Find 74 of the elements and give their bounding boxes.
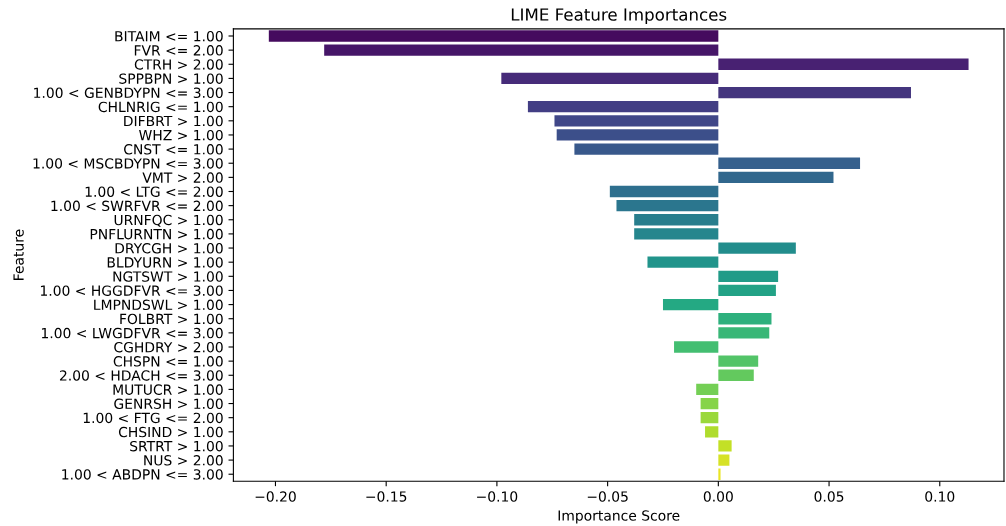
y-tick-label: LMPNDSWL > 1.00 (94, 299, 223, 311)
x-tick-label: 0.10 (925, 491, 955, 502)
bar (634, 228, 719, 240)
bar (718, 242, 796, 254)
bar (718, 369, 754, 381)
bar (718, 355, 759, 367)
y-tick-label: 1.00 < ABDPN <= 3.00 (62, 469, 223, 480)
y-tick-label: GENRSH > 1.00 (114, 398, 223, 410)
y-tick-label: CNST <= 1.00 (124, 144, 223, 155)
y-tick-label: SPPBPN > 1.00 (119, 73, 223, 84)
y-tick-label: FOLBRT > 1.00 (120, 313, 223, 325)
y-tick-label: CTRH > 2.00 (134, 59, 223, 70)
x-tick-label: −0.05 (587, 491, 628, 502)
y-tick-label: CGHDRY > 2.00 (114, 341, 223, 353)
y-tick-label: 1.00 < MSCBDYPN <= 3.00 (33, 158, 223, 169)
y-tick-label: CHLNRIG <= 1.00 (98, 101, 223, 113)
bar (718, 284, 776, 297)
bar (718, 171, 834, 184)
bar (554, 115, 719, 127)
bar (718, 313, 772, 325)
y-tick-label: 1.00 < LTG <= 2.00 (85, 186, 223, 197)
y-tick-label: BITAIM <= 1.00 (115, 30, 223, 42)
y-tick-label: URNFQC > 1.00 (114, 214, 223, 227)
bar (556, 129, 719, 141)
x-tick-label: 0.00 (703, 491, 733, 502)
bar (718, 86, 911, 99)
bar (634, 214, 719, 226)
y-axis-title: Feature (13, 229, 24, 280)
y-tick-label: FVR <= 2.00 (134, 45, 223, 56)
bar (501, 72, 719, 85)
bar (647, 256, 719, 268)
bar (696, 383, 719, 396)
y-tick-label: VMT > 2.00 (142, 172, 223, 183)
bar (718, 327, 770, 339)
x-tick-label: −0.10 (477, 491, 518, 502)
y-tick-label: 1.00 < LWGDFVR <= 3.00 (41, 327, 223, 339)
y-tick-label: CHSIND > 1.00 (118, 426, 223, 438)
bar (662, 298, 719, 311)
bar (324, 44, 719, 56)
y-tick-label: CHSPN <= 1.00 (113, 356, 223, 367)
bar (268, 30, 719, 42)
bar (718, 270, 779, 282)
y-tick-label: 1.00 < GENBDYPN <= 3.00 (34, 87, 223, 99)
bar (718, 58, 969, 70)
x-axis-title: Importance Score (558, 510, 680, 524)
y-tick-label: 1.00 < FTG <= 2.00 (83, 412, 223, 424)
bar (700, 397, 719, 410)
bar (718, 454, 730, 466)
bar (609, 185, 719, 198)
chart-title: LIME Feature Importances (511, 8, 727, 25)
y-tick-label: BLDYURN > 1.00 (107, 257, 223, 268)
bar (705, 426, 719, 438)
y-tick-label: DIFBRT > 1.00 (124, 115, 223, 127)
y-tick-label: PNFLURNTN > 1.00 (90, 228, 223, 240)
y-tick-label: 2.00 < HDACH <= 3.00 (59, 370, 223, 381)
y-tick-label: 1.00 < HGGDFVR <= 3.00 (40, 285, 223, 296)
x-tick-label: −0.15 (366, 491, 407, 502)
y-tick-label: NGTSWT > 1.00 (113, 271, 223, 282)
bar (574, 143, 719, 155)
y-tick-label: WHZ > 1.00 (139, 129, 223, 141)
bar (718, 440, 732, 452)
y-tick-label: DRYCGH > 1.00 (115, 243, 223, 254)
bar (700, 412, 719, 424)
y-tick-label: SRTRT > 1.00 (130, 440, 223, 452)
bar (527, 101, 719, 113)
bar (718, 157, 861, 169)
x-tick-label: 0.05 (814, 491, 844, 502)
bar (674, 341, 719, 353)
y-tick-label: MUTUCR > 1.00 (113, 384, 223, 395)
y-tick-label: NUS > 2.00 (144, 455, 223, 466)
y-tick-label: 1.00 < SWRFVR <= 2.00 (51, 200, 223, 212)
bar (616, 199, 719, 212)
bar (718, 468, 721, 480)
x-tick-label: −0.20 (255, 491, 296, 502)
